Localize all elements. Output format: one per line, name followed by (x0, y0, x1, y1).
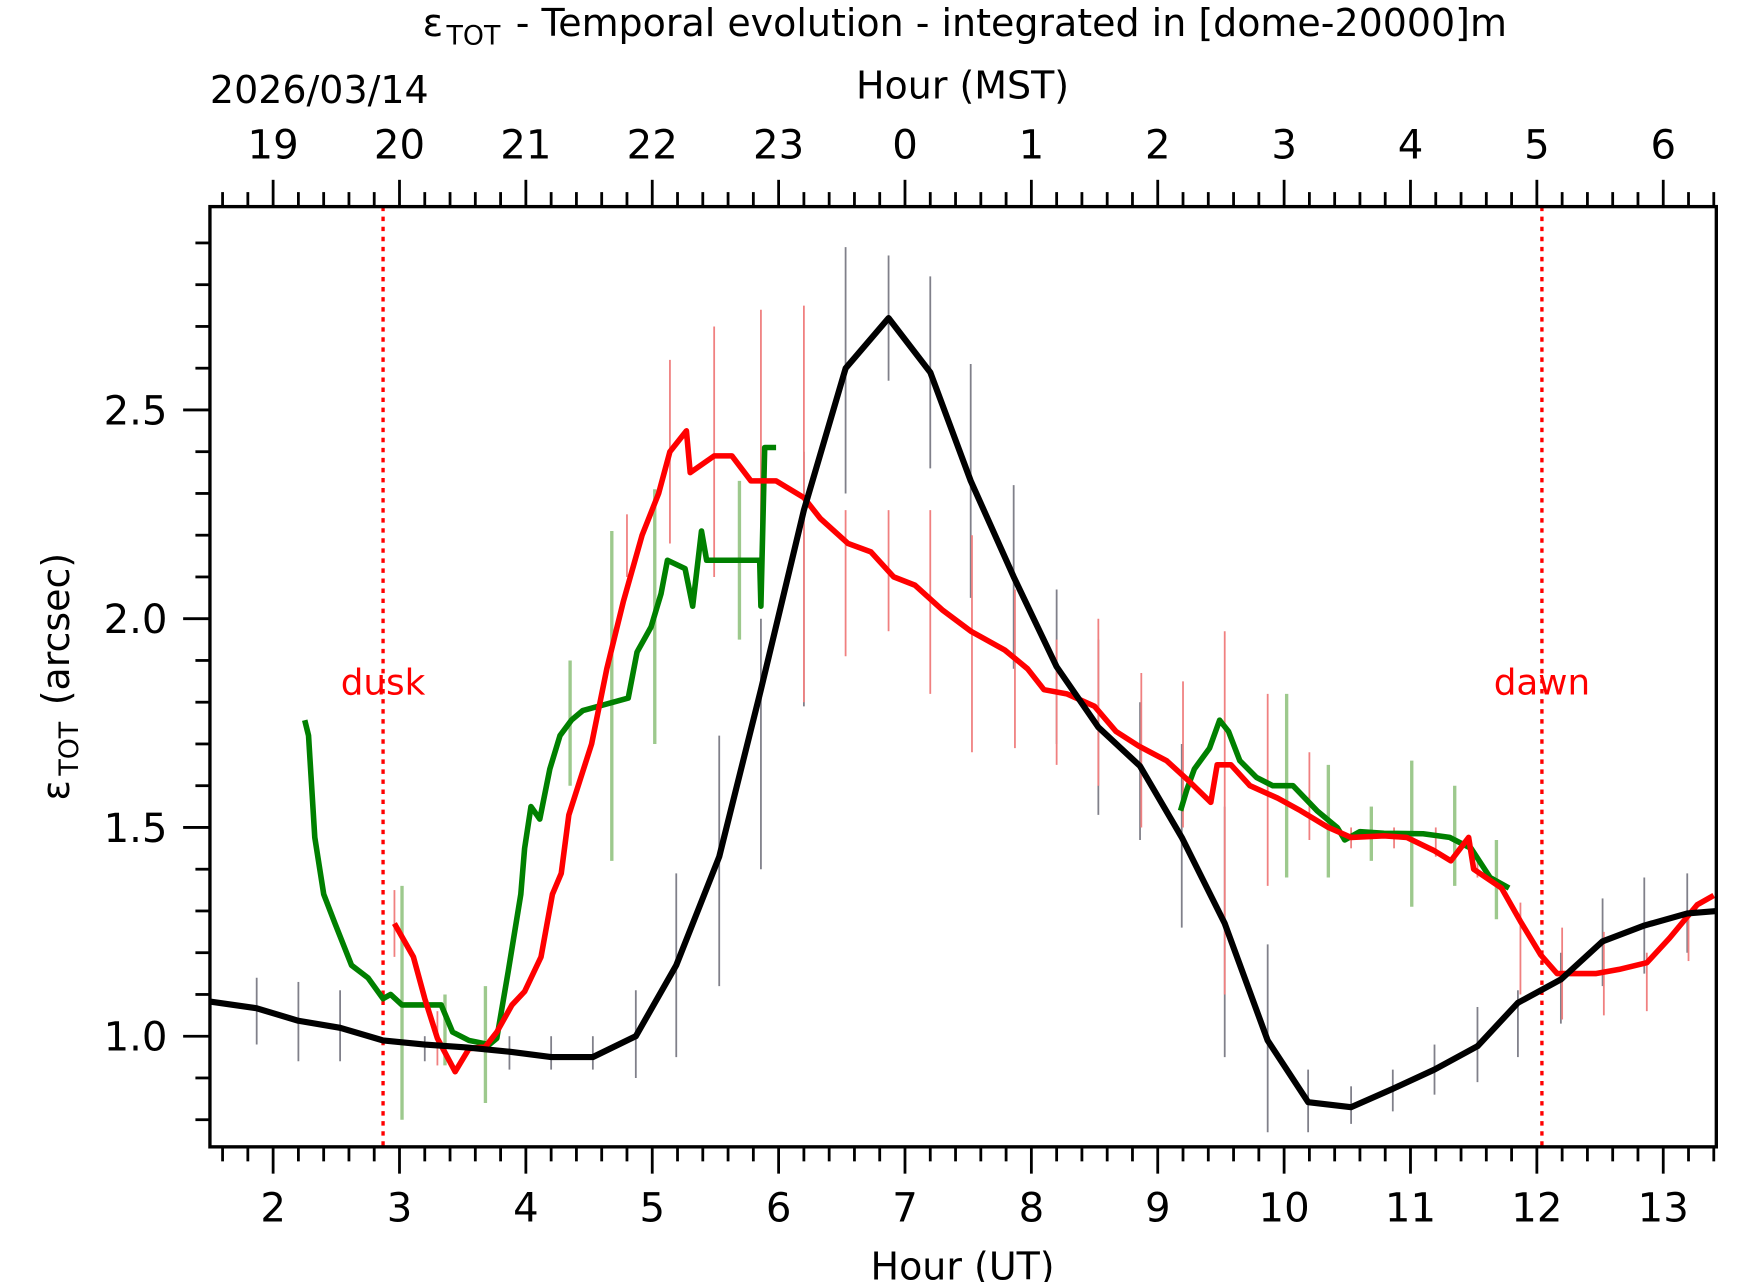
y-tick-label: 1.0 (104, 1015, 168, 1061)
x-tick-label: 12 (1511, 1186, 1562, 1232)
x2-tick-label: 0 (892, 123, 918, 169)
x2-tick-label: 2 (1145, 123, 1171, 169)
y-tick-label: 1.5 (104, 806, 168, 852)
annotation-dusk: dusk (341, 663, 426, 704)
plot-frame (208, 204, 1718, 1149)
x-tick-label: 7 (892, 1186, 918, 1232)
x-tick-label: 10 (1259, 1186, 1310, 1232)
chart-title: ε TOT - Temporal evolution - integrated i… (423, 1, 1507, 52)
x2-tick-label: 20 (374, 123, 425, 169)
x2-tick-label: 1 (1019, 123, 1045, 169)
x-tick-label: 3 (387, 1186, 413, 1232)
x2-tick-label: 6 (1650, 123, 1676, 169)
x-tick-label: 8 (1019, 1186, 1045, 1232)
x2-tick-label: 3 (1271, 123, 1297, 169)
y-axis-label: εTOT (arcsec) (34, 553, 85, 801)
x2-tick-label: 23 (753, 123, 804, 169)
x2-tick-label: 22 (627, 123, 678, 169)
x2-tick-label: 19 (248, 123, 299, 169)
green-series-line (1177, 717, 1511, 891)
axes: 2193204215226237081921031141251361.01.52… (104, 123, 1716, 1232)
x-tick-label: 11 (1385, 1186, 1436, 1232)
x2-tick-label: 21 (500, 123, 551, 169)
date-label: 2026/03/14 (210, 68, 429, 112)
red-series-line (391, 428, 1716, 1075)
plot-area: dusk dawn (209, 206, 1717, 1147)
x-tick-label: 4 (513, 1186, 539, 1232)
x-tick-label: 9 (1145, 1186, 1171, 1232)
x2-axis-label: Hour (MST) (856, 63, 1069, 107)
y-tick-label: 2.5 (104, 388, 168, 434)
x-tick-label: 2 (260, 1186, 286, 1232)
x-tick-label: 5 (639, 1186, 665, 1232)
x-tick-label: 13 (1638, 1186, 1689, 1232)
x-tick-label: 6 (766, 1186, 792, 1232)
x2-tick-label: 5 (1524, 123, 1550, 169)
black-series-line (209, 314, 1717, 1111)
x-axis-label: Hour (UT) (871, 1245, 1055, 1282)
annotation-dawn: dawn (1494, 663, 1590, 704)
green-series-line (302, 444, 777, 1048)
x2-tick-label: 4 (1398, 123, 1424, 169)
y-tick-label: 2.0 (104, 597, 168, 643)
